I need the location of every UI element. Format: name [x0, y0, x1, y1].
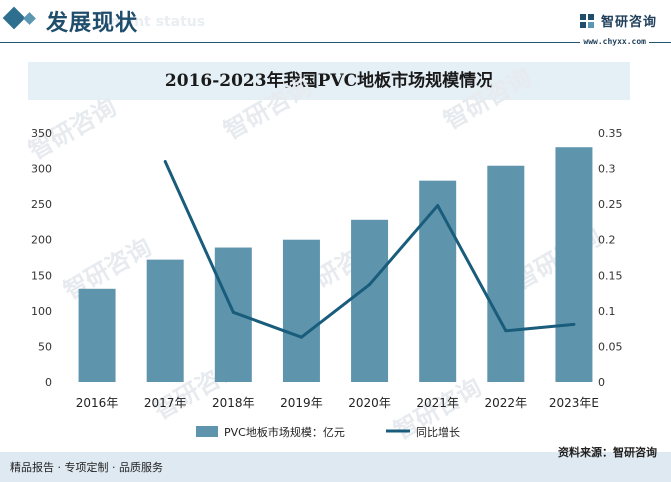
line-series [163, 159, 576, 339]
right-axis: 0 0.05 0.1 0.15 0.2 0.25 0.3 0.35 [598, 127, 623, 389]
legend-bar-swatch [196, 426, 218, 437]
bar [78, 288, 116, 382]
right-tick-label: 0.1 [598, 305, 616, 318]
brand-url: www.chyxx.com [580, 37, 649, 46]
left-tick-label: 200 [31, 234, 52, 247]
x-tick-label: 2020年 [348, 396, 391, 410]
left-tick-label: 350 [31, 127, 52, 140]
x-tick-label: 2016年 [76, 396, 119, 410]
x-tick-label: 2022年 [485, 396, 528, 410]
line-point [572, 322, 576, 326]
bar [419, 180, 457, 382]
chart-title-band [28, 62, 630, 100]
right-tick-label: 0.2 [598, 234, 616, 247]
footer-tagline: 精品报告 · 专项定制 · 品质服务 [10, 461, 163, 474]
bar [487, 165, 525, 382]
watermark-text: 智研咨询 [219, 73, 316, 145]
bar [351, 219, 389, 382]
bar [282, 239, 320, 382]
x-tick-label: 2017年 [144, 396, 187, 410]
footer-bar [0, 452, 671, 482]
watermark-text: 智研咨询 [439, 63, 536, 135]
x-tick-label: 2019年 [280, 396, 323, 410]
x-axis: 2016年 2017年 2018年 2019年 2020年 2021年 2022年 2023年… [76, 396, 599, 410]
left-tick-label: 0 [45, 376, 52, 389]
left-tick-label: 300 [31, 163, 52, 176]
line-point [299, 335, 303, 339]
x-tick-label: 2021年 [416, 396, 459, 410]
left-tick-label: 150 [31, 269, 52, 282]
bar-series [78, 147, 593, 382]
line-point [504, 329, 508, 333]
legend-bar-label: PVC地板市场规模：亿元 [224, 425, 345, 439]
left-axis: 0 50 100 150 200 250 300 350 [31, 127, 52, 389]
brand-logo-icon [579, 13, 594, 28]
left-tick-label: 50 [38, 340, 52, 353]
line-point [436, 204, 440, 208]
brand-name: 智研咨询 [600, 15, 657, 30]
right-tick-label: 0.35 [598, 127, 623, 140]
header-divider [0, 42, 671, 43]
header: ment status 发展现状 智研咨询 www.chyxx.com [0, 0, 671, 46]
right-tick-label: 0.05 [598, 340, 623, 353]
right-tick-label: 0 [598, 376, 605, 389]
footer-source: 资料来源：智研咨询 [558, 446, 657, 459]
legend: PVC地板市场规模：亿元 同比增长 [196, 425, 460, 439]
header-subtitle-en: ment status [110, 14, 206, 30]
x-tick-label: 2018年 [212, 396, 255, 410]
brand: 智研咨询 [579, 11, 657, 30]
line-point [231, 310, 235, 314]
left-tick-label: 250 [31, 198, 52, 211]
right-tick-label: 0.3 [598, 163, 616, 176]
legend-line-label: 同比增长 [416, 425, 460, 439]
bar [146, 259, 184, 382]
line-point [368, 283, 372, 287]
right-tick-label: 0.25 [598, 198, 623, 211]
line-point [163, 159, 167, 163]
left-tick-label: 100 [31, 305, 52, 318]
section-title: 发展现状 [46, 11, 139, 36]
bar [555, 147, 593, 382]
chart-title: 2016-2023年我国PVC地板市场规模情况 [164, 71, 494, 91]
x-tick-label: 2023年E [549, 396, 599, 410]
right-tick-label: 0.15 [598, 269, 623, 282]
bar [214, 247, 252, 382]
